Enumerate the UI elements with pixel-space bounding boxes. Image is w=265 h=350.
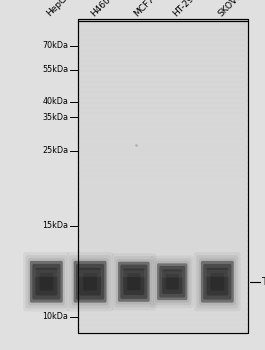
FancyBboxPatch shape <box>153 258 192 305</box>
FancyBboxPatch shape <box>34 270 58 277</box>
FancyBboxPatch shape <box>69 255 111 308</box>
FancyBboxPatch shape <box>28 258 65 305</box>
Text: HT-29: HT-29 <box>171 0 196 18</box>
FancyBboxPatch shape <box>25 255 67 308</box>
FancyBboxPatch shape <box>205 270 229 277</box>
Text: 15kDa: 15kDa <box>42 221 68 230</box>
Text: MCF7: MCF7 <box>132 0 156 18</box>
FancyBboxPatch shape <box>83 273 97 290</box>
FancyBboxPatch shape <box>122 270 145 277</box>
FancyBboxPatch shape <box>155 261 189 303</box>
FancyBboxPatch shape <box>39 273 53 290</box>
FancyBboxPatch shape <box>78 270 102 277</box>
FancyBboxPatch shape <box>210 273 224 290</box>
FancyBboxPatch shape <box>151 256 194 308</box>
FancyBboxPatch shape <box>32 264 60 300</box>
Text: SKOV3: SKOV3 <box>216 0 244 18</box>
Text: 70kDa: 70kDa <box>42 41 68 50</box>
FancyBboxPatch shape <box>196 255 238 308</box>
Text: 55kDa: 55kDa <box>42 65 68 75</box>
FancyBboxPatch shape <box>30 261 63 303</box>
FancyBboxPatch shape <box>162 270 182 294</box>
Text: 35kDa: 35kDa <box>42 113 68 122</box>
FancyBboxPatch shape <box>120 265 147 299</box>
Text: H460: H460 <box>89 0 112 18</box>
FancyBboxPatch shape <box>67 252 113 312</box>
FancyBboxPatch shape <box>118 262 150 302</box>
Text: TXN: TXN <box>262 277 265 287</box>
Text: 40kDa: 40kDa <box>42 97 68 106</box>
Text: 25kDa: 25kDa <box>42 146 68 155</box>
Bar <box>78 19 248 332</box>
FancyBboxPatch shape <box>74 261 107 303</box>
FancyBboxPatch shape <box>166 274 179 290</box>
FancyBboxPatch shape <box>114 256 154 307</box>
FancyBboxPatch shape <box>79 268 101 295</box>
FancyBboxPatch shape <box>127 273 140 290</box>
FancyBboxPatch shape <box>116 259 152 304</box>
FancyBboxPatch shape <box>23 252 70 312</box>
FancyBboxPatch shape <box>194 252 241 312</box>
Bar <box>78 19 248 332</box>
FancyBboxPatch shape <box>199 258 236 305</box>
Text: 10kDa: 10kDa <box>42 312 68 321</box>
FancyBboxPatch shape <box>36 268 57 295</box>
FancyBboxPatch shape <box>206 268 228 295</box>
FancyBboxPatch shape <box>201 261 234 303</box>
FancyBboxPatch shape <box>159 266 185 298</box>
Text: HepG2: HepG2 <box>45 0 73 18</box>
FancyBboxPatch shape <box>76 264 104 300</box>
FancyBboxPatch shape <box>157 263 187 300</box>
FancyBboxPatch shape <box>123 268 144 295</box>
FancyBboxPatch shape <box>111 253 156 310</box>
FancyBboxPatch shape <box>161 271 183 278</box>
FancyBboxPatch shape <box>72 258 109 305</box>
FancyBboxPatch shape <box>203 264 231 300</box>
